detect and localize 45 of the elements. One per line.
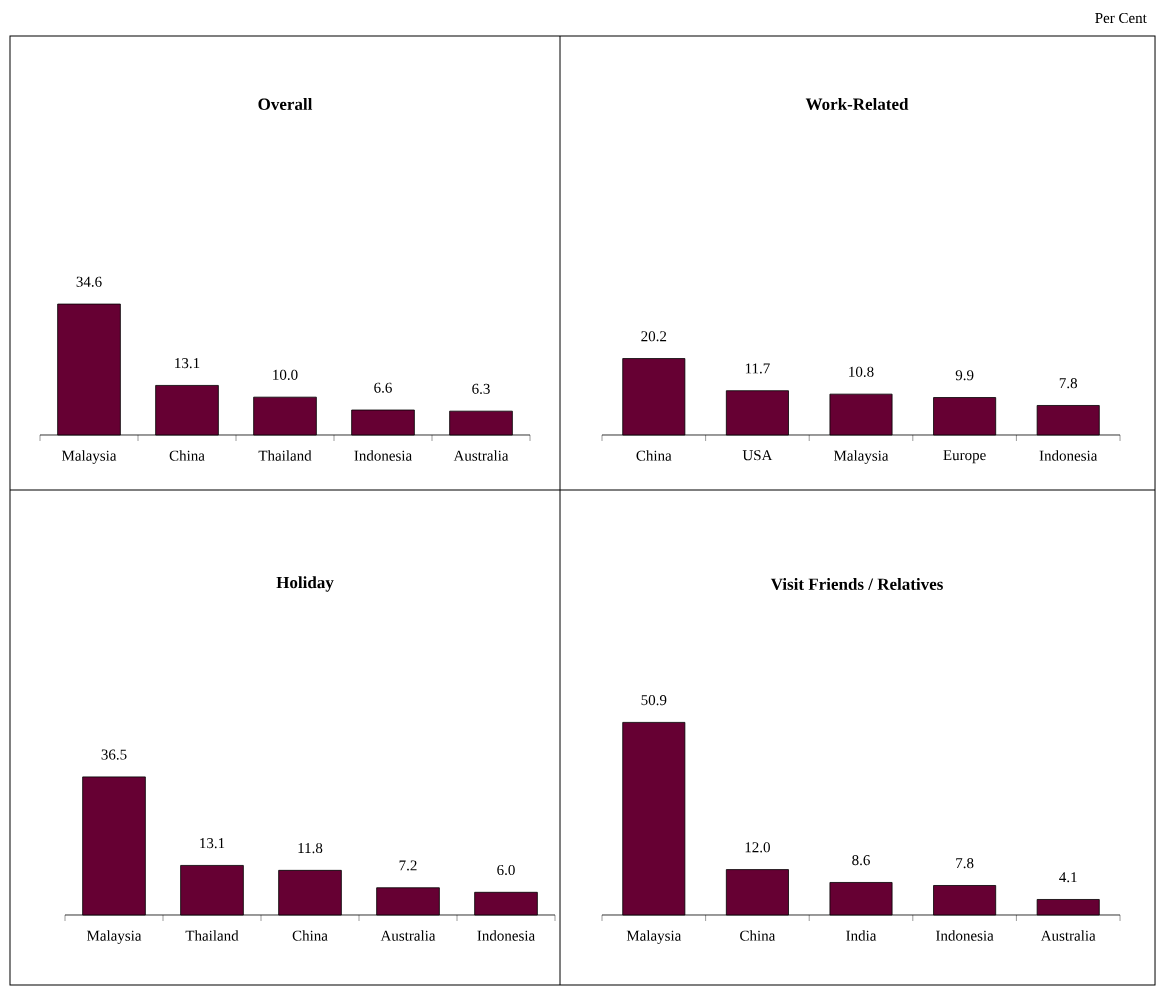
x-tick-label: Indonesia [1039, 450, 1098, 461]
x-tick-label: Malaysia [833, 450, 889, 464]
data-label: 10.0 [273, 369, 298, 380]
data-label: 6.6 [374, 382, 392, 393]
chart-title: Work-Related [805, 97, 909, 111]
x-tick-label: Malaysia [61, 450, 117, 464]
data-label: 7.8 [956, 858, 974, 869]
x-tick-label: China [169, 450, 205, 461]
x-tick-label: USA [742, 450, 773, 461]
data-label: 13.1 [200, 838, 225, 849]
text: Per Cent [1095, 12, 1147, 24]
x-tick-label: Indonesia [354, 450, 412, 461]
data-label: 11.8 [298, 842, 323, 854]
x-tick-label: China [740, 930, 776, 941]
x-tick-label: Indonesia [477, 930, 535, 941]
x-tick-label: China [636, 450, 672, 461]
x-tick-label: Malaysia [626, 930, 682, 944]
chart-title: Visit Friends / Relatives [770, 577, 943, 591]
data-label: 50.9 [641, 695, 667, 706]
chart-title: Holiday [276, 576, 334, 592]
data-label: 10.8 [849, 366, 874, 377]
x-tick-label: Australia [453, 450, 509, 461]
x-tick-label: Indonesia [936, 930, 994, 941]
data-label: 20.2 [641, 331, 667, 342]
data-label: 34.6 [76, 276, 102, 287]
x-tick-label: India [846, 930, 877, 941]
data-label: 6.3 [472, 383, 490, 394]
data-label: 12.0 [745, 842, 770, 853]
data-label: 13.1 [175, 358, 200, 369]
data-label: 7.8 [1059, 378, 1078, 389]
data-label: 4.1 [1059, 872, 1077, 883]
data-label: 11.7 [745, 363, 770, 374]
data-label: 9.9 [955, 370, 974, 381]
x-tick-label: Europe [943, 450, 986, 464]
x-tick-label: Malaysia [86, 930, 142, 944]
data-label: 8.6 [852, 855, 870, 866]
data-label: 6.0 [497, 864, 515, 876]
x-tick-label: China [292, 930, 328, 941]
x-tick-label: Thailand [258, 450, 312, 461]
x-tick-label: Australia [1040, 930, 1096, 941]
data-label: 7.2 [399, 860, 417, 871]
chart-title: Overall [258, 98, 313, 110]
data-label: 36.5 [101, 749, 127, 760]
x-tick-label: Thailand [185, 930, 239, 941]
x-tick-label: Australia [380, 930, 436, 941]
